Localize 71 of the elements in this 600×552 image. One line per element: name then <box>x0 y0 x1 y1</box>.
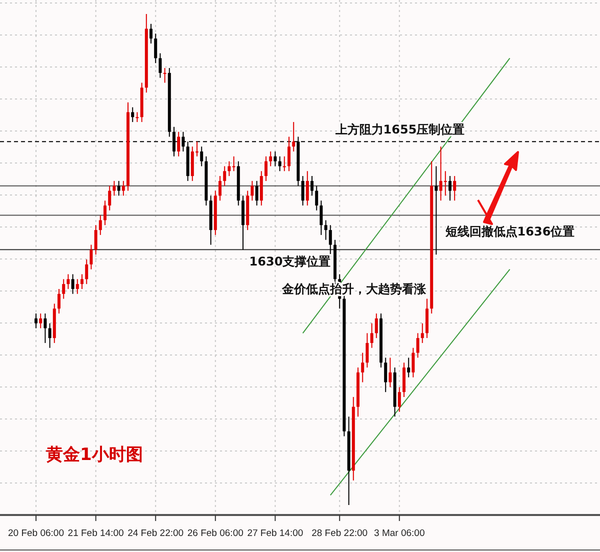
candlestick <box>388 357 392 388</box>
candlestick <box>384 357 388 393</box>
candlestick <box>177 131 180 157</box>
candlestick <box>398 386 401 412</box>
candlestick <box>94 224 98 256</box>
candlestick <box>288 136 290 172</box>
candlestick <box>448 176 452 202</box>
candlestick <box>324 220 328 240</box>
candlestick <box>269 150 272 167</box>
candlestick <box>361 352 364 383</box>
candlestick <box>104 200 106 226</box>
candlestick <box>85 259 88 285</box>
text: 黄金1小时图 <box>45 445 143 465</box>
x-tick-label: 27 Feb 14:00 <box>247 528 304 539</box>
candlestick <box>370 322 374 348</box>
candlestick <box>154 33 158 64</box>
candlestick <box>306 170 309 206</box>
candlestick <box>112 180 116 196</box>
candlestick <box>315 185 318 211</box>
x-tick-label: 20 Feb 06:00 <box>8 528 64 539</box>
candlestick <box>158 52 162 78</box>
candlestick <box>407 357 410 378</box>
candlestick <box>228 160 231 177</box>
candlestick <box>58 288 60 314</box>
candlestick <box>250 180 254 202</box>
candlestick <box>416 332 420 358</box>
candlestick <box>218 176 222 202</box>
candlestick <box>420 322 424 344</box>
candlestick <box>136 112 139 123</box>
ref-line-label: 1630支撑位置 <box>249 254 331 269</box>
candlestick <box>90 244 93 270</box>
candlestick <box>320 200 323 236</box>
candlestick <box>80 274 84 290</box>
candlestick <box>150 23 152 44</box>
candlestick <box>44 313 47 344</box>
candlestick <box>76 278 79 294</box>
candlestick <box>62 278 66 300</box>
candlestick <box>278 156 282 172</box>
candlestick <box>66 274 70 290</box>
x-tick-label: 3 Mar 06:00 <box>374 528 425 539</box>
candlestick <box>255 180 258 206</box>
candlestick <box>374 313 378 339</box>
candlestick <box>274 150 277 167</box>
candlestick <box>200 146 204 167</box>
x-tick-label: 28 Feb 22:00 <box>312 528 368 539</box>
candlestick <box>444 170 447 196</box>
x-tick-label: 21 Feb 14:00 <box>68 528 124 539</box>
candlestick <box>98 214 102 236</box>
candlestick <box>131 106 134 123</box>
candlestick <box>232 156 236 172</box>
candlestick <box>434 166 438 256</box>
candlestick <box>71 274 74 294</box>
candlestick <box>34 313 38 329</box>
candlestick <box>223 166 226 186</box>
candlestick <box>292 122 296 152</box>
candlestick <box>453 176 456 202</box>
candlestick <box>301 176 304 206</box>
x-tick-label: 26 Feb 06:00 <box>187 528 244 539</box>
candlestick <box>282 156 286 172</box>
candlestick <box>108 185 112 211</box>
candlestick <box>48 322 52 348</box>
x-tick-label: 24 Feb 22:00 <box>128 528 184 539</box>
candlestick <box>117 180 120 196</box>
ref-line-label: 短线回撤低点1636位置 <box>444 224 575 238</box>
candlestick <box>264 156 268 182</box>
candlestick <box>366 332 369 368</box>
candlestick <box>163 68 166 84</box>
candlestick <box>412 347 415 378</box>
candlestick <box>122 180 125 196</box>
candlestick <box>310 176 314 196</box>
candlestick <box>39 313 42 329</box>
